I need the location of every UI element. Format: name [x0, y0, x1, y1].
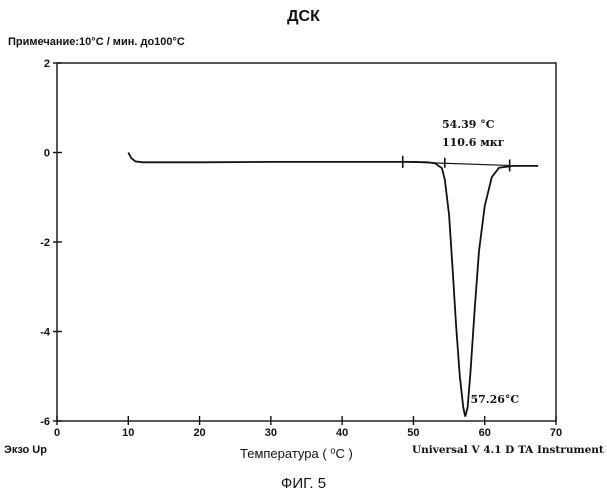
- y-tick-label: -2: [40, 237, 50, 249]
- y-tick-label: 2: [44, 58, 50, 70]
- x-tick-label: 40: [336, 427, 348, 439]
- x-axis-ticks: 0 10 20 30 40 50 60 70: [54, 416, 562, 439]
- dsc-curve: [128, 153, 538, 417]
- x-tick-label: 50: [407, 427, 419, 439]
- x-tick-label: 0: [54, 427, 60, 439]
- annotations: 54.39 °C 110.6 мкг 57.26°C: [442, 118, 519, 406]
- y-axis-ticks: 2 0 -2 -4 -6: [40, 58, 62, 428]
- x-tick-label: 30: [265, 427, 277, 439]
- x-tick-label: 10: [122, 427, 134, 439]
- annotation-enthalpy: 110.6 мкг: [442, 136, 505, 149]
- x-tick-label: 60: [479, 427, 491, 439]
- y-tick-label: -4: [40, 327, 51, 339]
- y-tick-label: 0: [44, 148, 50, 160]
- annotation-onset_temp: 54.39 °C: [442, 118, 495, 131]
- x-tick-label: 20: [193, 427, 205, 439]
- y-tick-label: -6: [40, 416, 50, 428]
- exo-up-label: Экзо Up: [4, 444, 47, 456]
- instrument-label: Universal V 4.1 D TA Instrument: [412, 444, 604, 456]
- annotation-peak_temp: 57.26°C: [470, 393, 519, 406]
- figure-label: ФИГ. 5: [0, 475, 607, 492]
- x-axis-label: Температура ( ⁰С ): [240, 446, 353, 462]
- x-tick-label: 70: [550, 427, 562, 439]
- plot-frame: [57, 63, 556, 421]
